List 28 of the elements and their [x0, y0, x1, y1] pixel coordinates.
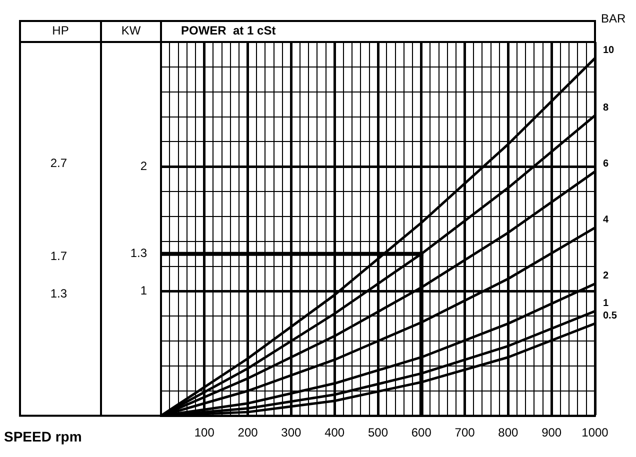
- x-tick-label: 600: [411, 425, 432, 440]
- y-tick-label: 1: [140, 284, 148, 298]
- y2-axis-title: HP: [52, 23, 69, 38]
- legend-title: BAR: [601, 11, 626, 26]
- x-axis-title: SPEED rpm: [4, 428, 82, 445]
- x-tick-label: 1000: [582, 425, 609, 440]
- x-tick-label: 200: [238, 425, 258, 440]
- y2-tick-label: 1.7: [50, 249, 68, 264]
- series-label: 0.5: [603, 310, 618, 322]
- x-tick-label: 700: [454, 425, 476, 440]
- y-axis-title: KW: [121, 23, 142, 38]
- series-label: 10: [603, 44, 615, 56]
- series-label: 6: [603, 158, 609, 170]
- x-tick-label: 100: [194, 425, 215, 440]
- chart-title: POWER at 1 cSt: [181, 23, 276, 38]
- y2-tick-label: 2.7: [50, 156, 68, 170]
- x-tick-label: 500: [368, 425, 388, 440]
- series-label: 1: [603, 298, 609, 309]
- series-label: 2: [603, 270, 609, 282]
- series-label: 4: [603, 214, 609, 226]
- x-tick-label: 800: [498, 425, 519, 440]
- x-tick-label: 300: [281, 425, 302, 440]
- y-tick-label: 2: [140, 158, 148, 173]
- series-label: 8: [603, 102, 609, 114]
- y2-tick-label: 1.3: [50, 286, 68, 301]
- x-tick-label: 900: [542, 425, 562, 440]
- y-tick-label: 1.3: [130, 246, 148, 260]
- x-tick-label: 400: [324, 425, 345, 440]
